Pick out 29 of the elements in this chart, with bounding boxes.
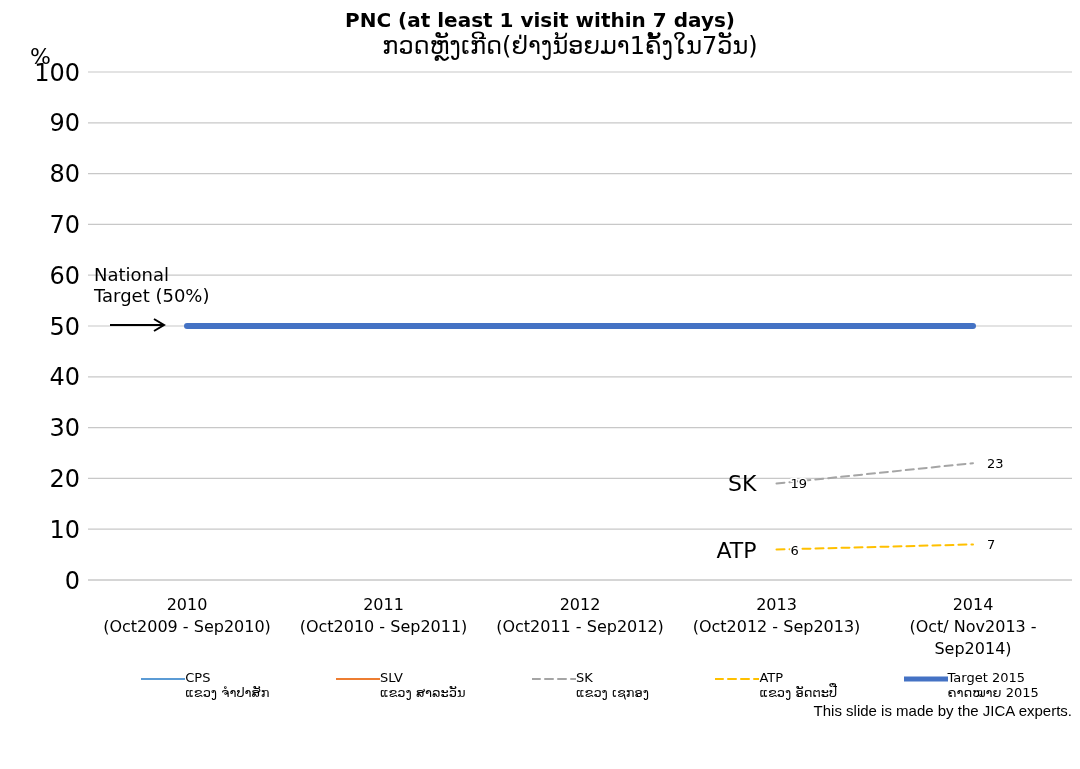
annotation: ATP [716, 537, 757, 563]
y-tick-label: 10 [49, 515, 80, 544]
data-label: 7 [987, 537, 996, 553]
x-tick-label: 2010 (Oct2009 - Sep2010) [103, 595, 271, 636]
y-tick-label: 90 [49, 109, 80, 138]
y-tick-label: 50 [49, 312, 80, 341]
y-tick-label: 80 [49, 160, 80, 189]
legend-label: CPS ແຂວງ ຈຳປາສັກ [185, 670, 270, 700]
x-tick-label: 2014 (Oct/ Nov2013 - Sep2014) [909, 595, 1037, 658]
chart-title: PNC (at least 1 visit within 7 days) [344, 8, 735, 32]
legend-label: SK ແຂວງ ເຊກອງ [575, 670, 649, 700]
y-tick-label: 60 [49, 261, 80, 290]
y-tick-label: 0 [64, 566, 80, 595]
data-label: 23 [987, 456, 1004, 472]
y-tick-label: 70 [49, 210, 80, 239]
legend-label: SLV ແຂວງ ສາລະວັນ [379, 670, 466, 700]
y-tick-label: 30 [49, 414, 80, 443]
annotation: SK [728, 471, 758, 497]
x-tick-label: 2012 (Oct2011 - Sep2012) [496, 595, 664, 636]
annotation: National Target (50%) [94, 264, 211, 306]
y-tick-label: 40 [49, 363, 80, 392]
legend-label: ATP ແຂວງ ອັດຕະປື [759, 670, 838, 700]
x-tick-label: 2013 (Oct2012 - Sep2013) [692, 595, 861, 636]
y-tick-label: 20 [49, 464, 80, 493]
data-label: 19 [790, 476, 808, 492]
chart-subtitle: ກວດຫຼັງເກີດ(ຢ່າງນ້ອຍມາ1ຄັ້ງໃນ7ວັນ) [381, 32, 759, 60]
x-tick-label: 2011 (Oct2010 - Sep2011) [299, 595, 468, 636]
text: This slide is made by the JICA experts. [812, 702, 1072, 719]
legend-label: Target 2015 ຄາດໝາຍ 2015 [947, 670, 1039, 700]
